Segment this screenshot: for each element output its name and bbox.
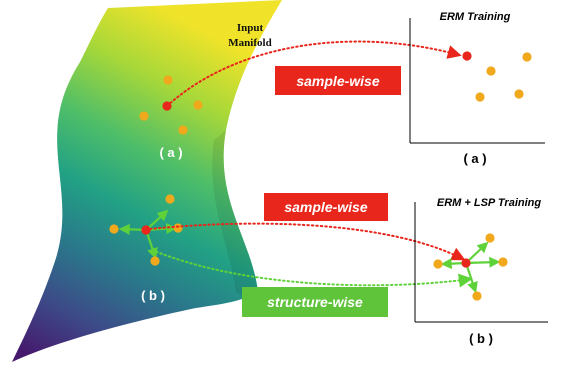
manifold-label-a: ( a ) <box>159 145 182 160</box>
structure-arrow <box>465 256 501 268</box>
manifold-points-a <box>139 75 203 135</box>
neighbor-point <box>485 233 495 243</box>
neighbor-point <box>498 257 508 267</box>
sample-wise-tag-top-label: sample-wise <box>296 73 379 89</box>
anchor-point <box>461 258 471 268</box>
neighbor-point <box>475 92 485 102</box>
manifold-points-b <box>109 194 183 266</box>
sample-wise-arrow-b <box>149 222 466 261</box>
manifold-label-line2: Manifold <box>228 37 271 49</box>
sample-wise-tag-bottom-label: sample-wise <box>284 199 367 215</box>
manifold-label-line1: Input <box>237 22 264 34</box>
neighbor-point <box>193 100 203 110</box>
anchor-point <box>462 51 472 61</box>
anchor-point <box>141 225 151 235</box>
sample-wise-arrow-a <box>166 40 462 107</box>
panel-a-caption: ( a ) <box>463 151 486 166</box>
panel-b-title: ERM + LSP Training <box>437 197 541 209</box>
structure-wise-tag-label: structure-wise <box>267 294 363 310</box>
structure-wise-tag: structure-wise <box>242 287 388 317</box>
manifold-label-b: ( b ) <box>141 288 165 303</box>
sample-wise-tag-top: sample-wise <box>275 66 401 95</box>
panel-a: ERM Training ( a ) <box>409 11 545 166</box>
panel-a-title: ERM Training <box>440 11 511 23</box>
neighbor-point <box>173 223 183 233</box>
sample-wise-tag-bottom: sample-wise <box>264 193 388 221</box>
input-manifold <box>12 0 282 362</box>
panel-b: ERM + LSP Training ( b ) <box>414 197 548 346</box>
neighbor-point <box>433 259 443 269</box>
neighbor-point <box>514 89 524 99</box>
panel-b-caption: ( b ) <box>469 331 493 346</box>
neighbor-point <box>109 224 119 234</box>
structure-arrow <box>464 262 478 294</box>
neighbor-point <box>163 75 173 85</box>
neighbor-point <box>486 66 496 76</box>
structure-wise-arrow <box>151 249 473 288</box>
neighbor-point <box>139 111 149 121</box>
neighbor-point <box>165 194 175 204</box>
neighbor-point <box>472 291 482 301</box>
neighbor-point <box>522 52 532 62</box>
neighbor-point <box>150 256 160 266</box>
neighbor-point <box>178 125 188 135</box>
